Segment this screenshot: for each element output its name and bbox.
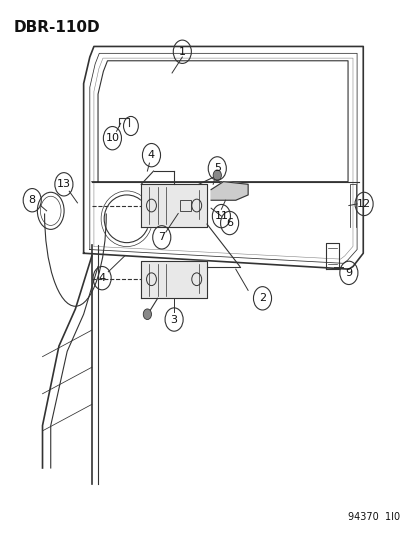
Bar: [180, 200, 190, 211]
Text: 12: 12: [356, 199, 370, 209]
Text: 8: 8: [28, 195, 36, 205]
Text: 9: 9: [344, 268, 351, 278]
Text: 2: 2: [258, 293, 266, 303]
Text: 4: 4: [98, 273, 105, 283]
Text: 5: 5: [213, 164, 220, 173]
Text: DBR-110D: DBR-110D: [14, 20, 100, 35]
Text: 4: 4: [147, 150, 155, 160]
Text: 7: 7: [158, 232, 165, 243]
Polygon shape: [141, 184, 206, 227]
Text: 1: 1: [178, 47, 185, 56]
Circle shape: [143, 309, 151, 319]
Text: 3: 3: [170, 314, 177, 325]
Text: 6: 6: [225, 218, 233, 228]
Text: 10: 10: [105, 133, 119, 143]
Polygon shape: [211, 182, 247, 200]
Text: 13: 13: [57, 179, 71, 189]
Text: 94370  1I0: 94370 1I0: [347, 512, 399, 522]
Polygon shape: [141, 261, 206, 298]
Text: 11: 11: [214, 211, 228, 221]
Circle shape: [213, 170, 221, 181]
